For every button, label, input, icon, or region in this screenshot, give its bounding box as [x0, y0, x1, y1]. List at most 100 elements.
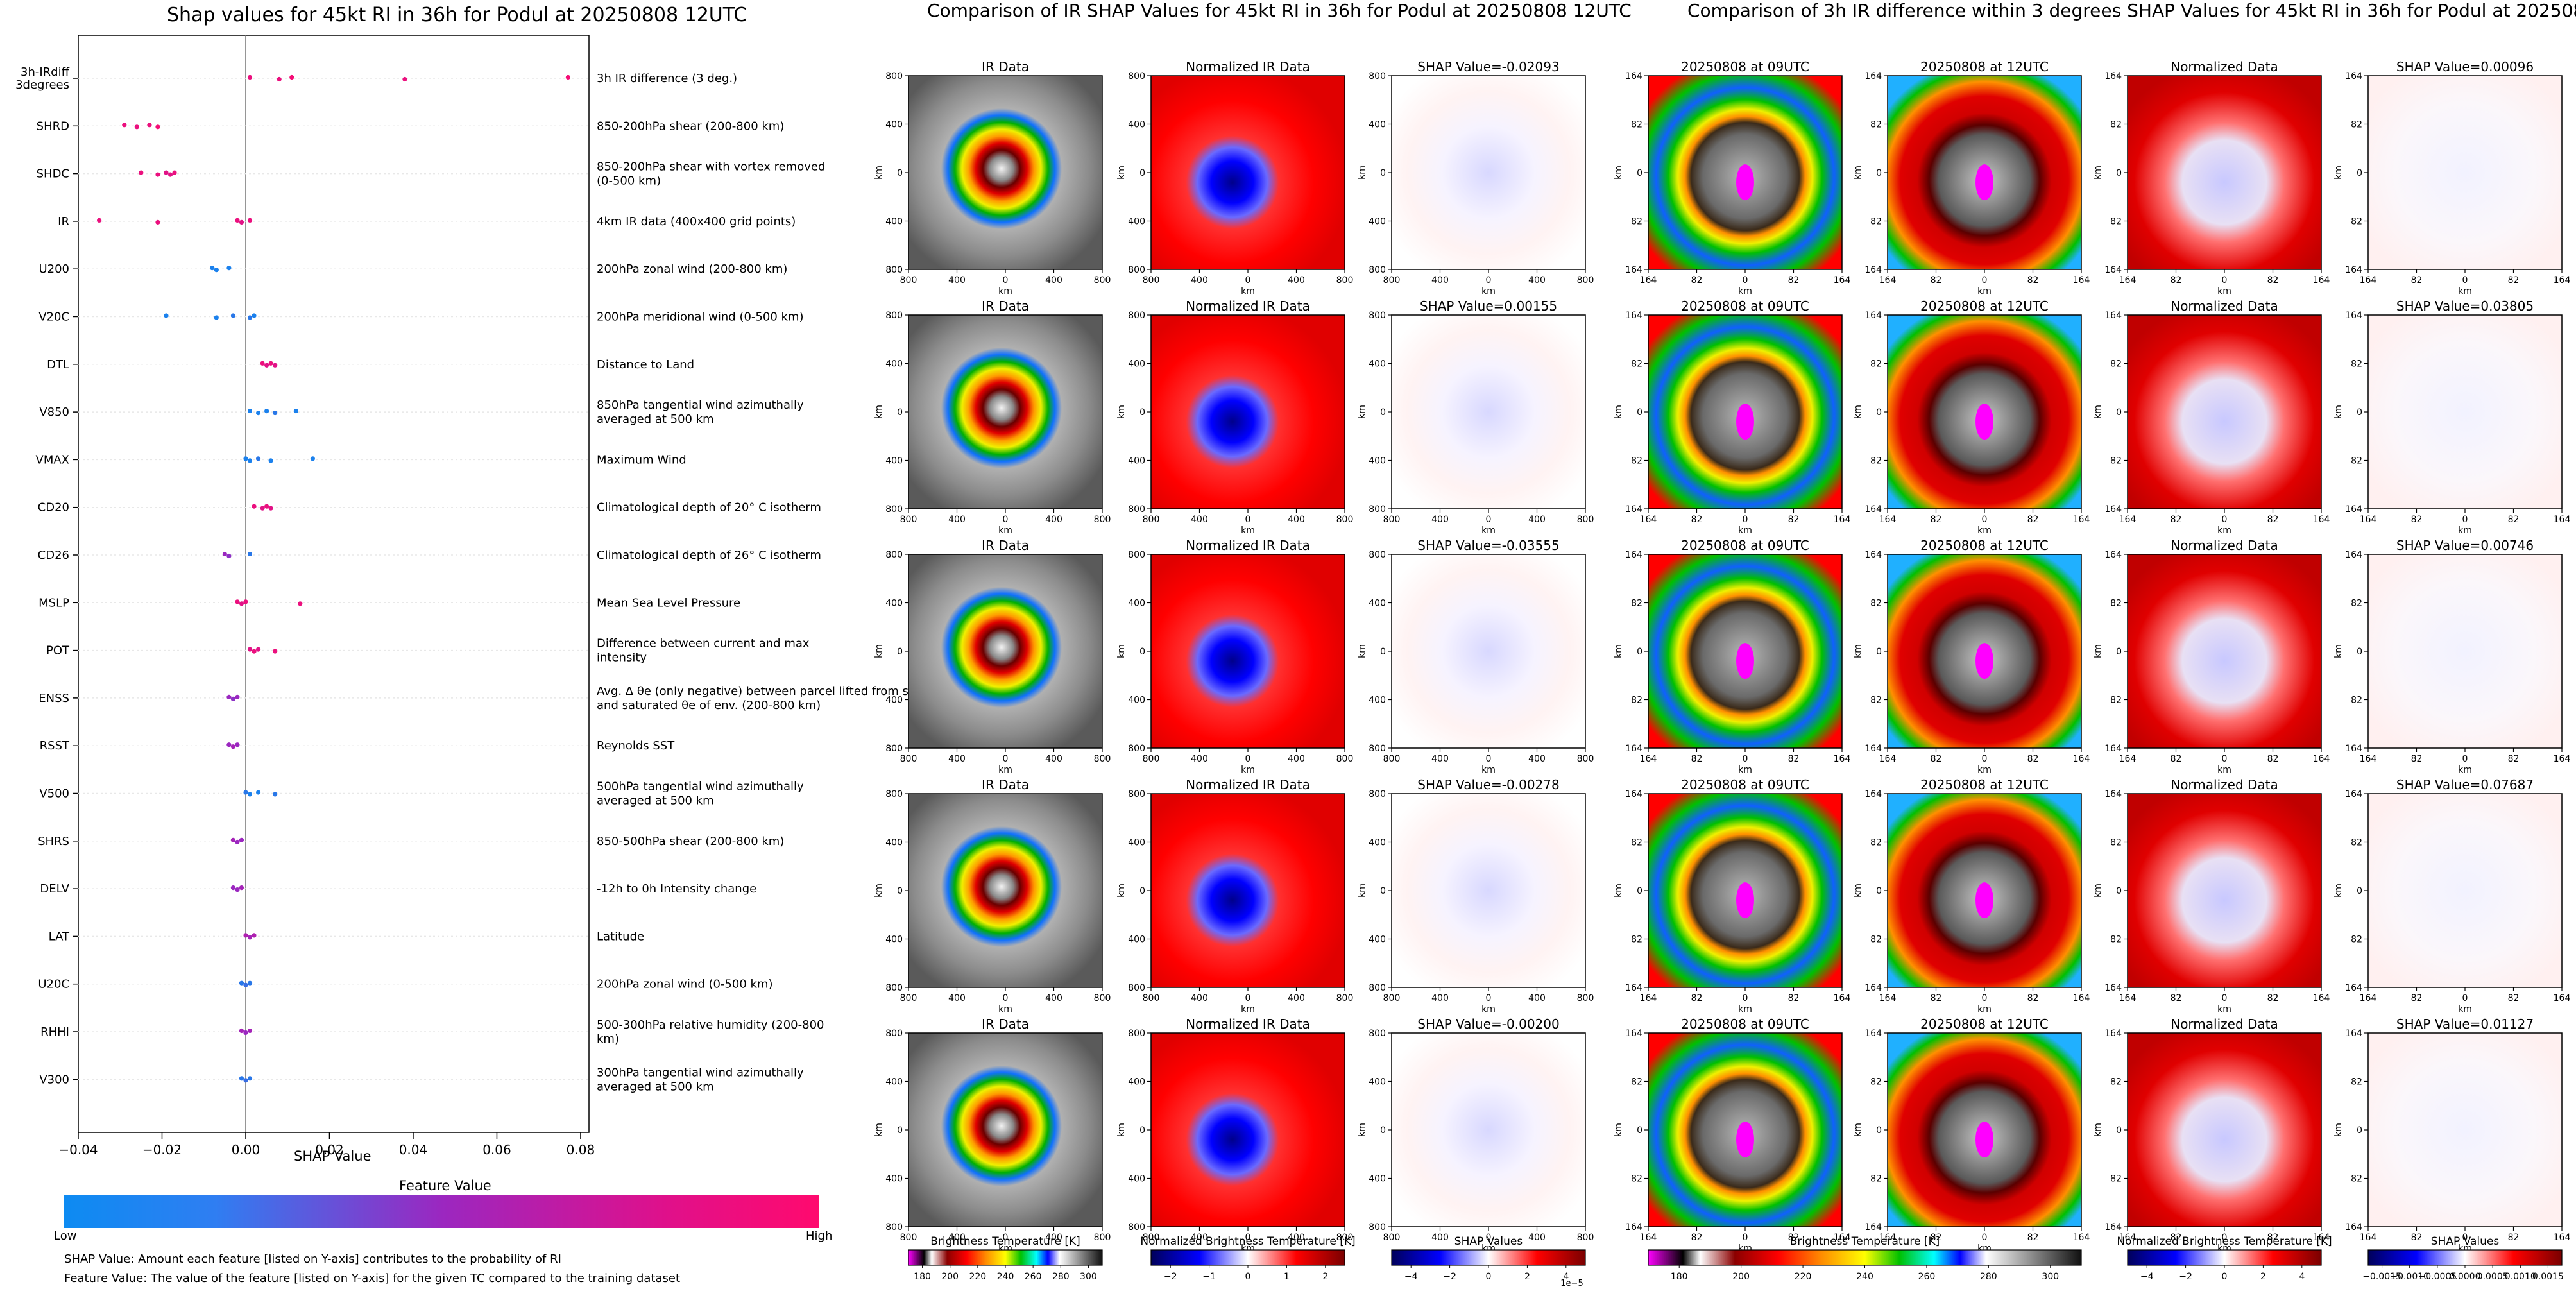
y-tick-label: 164 — [2345, 550, 2362, 560]
x-tick-label: 164 — [1879, 515, 1897, 525]
shap-point — [243, 1078, 248, 1083]
diff-shap-panel-title: SHAP Value=0.01127 — [2396, 1016, 2534, 1032]
shap-point — [247, 409, 253, 414]
x-tick-label: 0 — [1486, 515, 1492, 525]
feature-description-label: (0-500 km) — [597, 175, 661, 188]
y-tick-label: 0 — [1139, 1125, 1145, 1136]
ir-panel-title: IR Data — [982, 538, 1029, 553]
shap-point — [235, 599, 240, 604]
y-tick-label: 400 — [1369, 696, 1386, 706]
shap-point — [230, 313, 236, 318]
left-chart-title: Shap values for 45kt RI in 36h for Podul… — [167, 4, 747, 26]
shap-point — [252, 933, 257, 938]
shap-point — [273, 363, 278, 368]
y-tick-label: 82 — [1870, 838, 1882, 848]
shap-point — [239, 980, 244, 986]
y-tick-label: 400 — [885, 696, 903, 706]
colorbar-tick-label: −0.0010 — [2390, 1272, 2429, 1282]
x-tick-label: −0.04 — [58, 1142, 98, 1157]
diff-shap-image — [2367, 554, 2563, 749]
feature-description-label: Avg. Δ θe (only negative) between parcel… — [597, 685, 923, 698]
x-tick-label: 400 — [948, 515, 966, 525]
y-tick-label: 82 — [2110, 838, 2122, 848]
feature-description-label: km) — [597, 1032, 619, 1046]
shap-point — [226, 266, 232, 271]
shap-point — [273, 411, 278, 416]
x-tick-label: 0 — [1245, 515, 1251, 525]
y-tick-label: 164 — [2104, 311, 2122, 321]
shap-point — [247, 647, 253, 652]
feature-description-label: 850-500hPa shear (200-800 km) — [597, 835, 784, 848]
x-axis-label: km — [1977, 525, 1992, 536]
y-tick-label: 164 — [1625, 983, 1642, 993]
shap-point — [147, 123, 152, 128]
x-tick-label: 0 — [1245, 993, 1251, 1003]
diff-panel-title: Normalized Data — [2171, 538, 2278, 553]
y-tick-label: 82 — [1631, 359, 1642, 370]
x-tick-label: 164 — [2073, 754, 2090, 764]
y-tick-label: 82 — [2351, 696, 2362, 706]
colorbar-tick-label: 2 — [1322, 1272, 1328, 1282]
y-tick-label: 164 — [1625, 789, 1642, 799]
y-tick-label: 164 — [2104, 550, 2122, 560]
y-tick-label: 164 — [2104, 1029, 2122, 1039]
ir-panel-title: Normalized IR Data — [1186, 538, 1310, 553]
x-tick-label: 0.08 — [567, 1142, 595, 1157]
y-tick-label: 800 — [885, 504, 903, 515]
ir-shap-image — [1391, 554, 1586, 749]
ir-section-title: Comparison of IR SHAP Values for 45kt RI… — [927, 0, 1632, 21]
x-axis-label: km — [998, 765, 1012, 775]
y-axis-label: km — [1116, 1123, 1127, 1137]
x-tick-label: 800 — [1094, 754, 1111, 764]
x-tick-label: 82 — [1788, 275, 1800, 286]
y-tick-label: 800 — [885, 1222, 903, 1233]
x-tick-label: 82 — [1788, 754, 1800, 764]
feature-code-label: V500 — [39, 787, 69, 801]
y-tick-label: 164 — [1864, 504, 1882, 515]
x-tick-label: 0 — [2462, 275, 2468, 286]
y-tick-label: 400 — [1128, 935, 1145, 945]
feature-description-label: 500-300hPa relative humidity (200-800 — [597, 1018, 824, 1032]
y-tick-label: 164 — [2104, 983, 2122, 993]
y-tick-label: 0 — [2116, 168, 2122, 178]
x-tick-label: 164 — [1640, 754, 1657, 764]
x-tick-label: 0.00 — [232, 1142, 260, 1157]
y-tick-label: 164 — [2345, 983, 2362, 993]
x-tick-label: 800 — [1383, 993, 1401, 1003]
shap-point — [255, 790, 261, 795]
y-tick-label: 400 — [885, 456, 903, 466]
magenta-convection-blob — [1975, 164, 1993, 201]
x-tick-label: 0 — [2222, 275, 2228, 286]
y-tick-label: 400 — [1128, 120, 1145, 130]
diff-normalized-image — [2127, 554, 2322, 749]
x-tick-label: 0 — [1486, 275, 1492, 286]
x-tick-label: 800 — [1336, 993, 1354, 1003]
x-tick-label: 82 — [2508, 275, 2520, 286]
x-tick-label: 164 — [2073, 515, 2090, 525]
x-tick-label: 0 — [1245, 754, 1251, 764]
colorbar-tick-label: 220 — [1795, 1272, 1812, 1282]
y-tick-label: 82 — [2110, 456, 2122, 466]
y-tick-label: 800 — [1369, 265, 1386, 275]
x-axis-label: km — [2217, 765, 2231, 775]
feature-code-label: CD20 — [38, 501, 69, 515]
shap-point — [289, 74, 294, 80]
y-tick-label: 0 — [897, 407, 903, 418]
bt2-colorbar-label: Brightness Temperature [K] — [1790, 1235, 1940, 1248]
x-tick-label: 800 — [1577, 1233, 1594, 1243]
diff-shap-panel-title: SHAP Value=0.03805 — [2396, 298, 2534, 314]
colorbar-tick-label: 180 — [1671, 1272, 1688, 1282]
feature-code-label: CD26 — [38, 549, 69, 562]
x-tick-label: 82 — [1691, 754, 1703, 764]
y-tick-label: 800 — [1128, 1029, 1145, 1039]
shap-point — [243, 790, 248, 795]
x-tick-label: 400 — [1045, 993, 1062, 1003]
x-tick-label: 400 — [1288, 1233, 1305, 1243]
x-tick-label: 82 — [1931, 993, 1942, 1003]
y-tick-label: 0 — [897, 886, 903, 896]
y-tick-label: 82 — [2351, 120, 2362, 130]
y-tick-label: 164 — [2345, 311, 2362, 321]
diff-panel-title: 20250808 at 09UTC — [1681, 777, 1809, 792]
x-tick-label: 164 — [2554, 515, 2571, 525]
